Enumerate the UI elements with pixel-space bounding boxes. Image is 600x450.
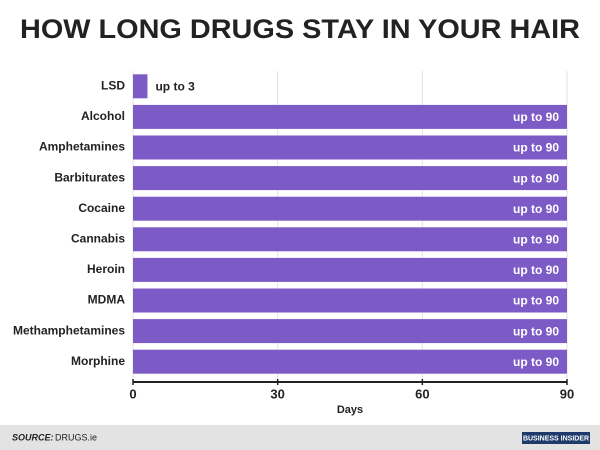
brand-box xyxy=(522,432,590,444)
y-tick-label: Morphine xyxy=(71,354,125,368)
source-label: SOURCE: xyxy=(12,432,54,442)
x-axis-label: Days xyxy=(337,404,363,416)
y-tick-label: Cannabis xyxy=(71,231,125,245)
value-label: up to 90 xyxy=(513,294,559,308)
value-label: up to 90 xyxy=(513,232,559,246)
bar xyxy=(133,135,567,160)
y-tick-label: Cocaine xyxy=(78,201,125,215)
bar xyxy=(133,74,148,99)
bar xyxy=(133,166,567,191)
bar xyxy=(133,227,567,252)
x-tick-label: 0 xyxy=(129,386,136,401)
y-tick-label: LSD xyxy=(101,78,125,92)
y-tick-label: MDMA xyxy=(88,293,126,307)
chart-title: HOW LONG DRUGS STAY IN YOUR HAIR xyxy=(20,14,580,44)
bar xyxy=(133,349,567,374)
x-tick-label: 60 xyxy=(415,386,429,401)
y-tick-label: Methamphetamines xyxy=(13,323,125,337)
bar xyxy=(133,288,567,313)
y-tick-label: Alcohol xyxy=(81,109,125,123)
y-tick-label: Amphetamines xyxy=(39,140,125,154)
value-label: up to 90 xyxy=(513,202,559,216)
value-label: up to 90 xyxy=(513,355,559,369)
value-label: up to 90 xyxy=(513,141,559,155)
y-tick-label: Heroin xyxy=(87,262,125,276)
footer-band xyxy=(0,425,600,450)
value-label: up to 90 xyxy=(513,263,559,277)
bar xyxy=(133,196,567,221)
x-tick-label: 90 xyxy=(560,386,574,401)
bar xyxy=(133,319,567,344)
y-tick-label: Barbiturates xyxy=(54,170,125,184)
value-label: up to 3 xyxy=(155,79,195,93)
value-label: up to 90 xyxy=(513,110,559,124)
value-label: up to 90 xyxy=(513,171,559,185)
bar xyxy=(133,257,567,282)
bar xyxy=(133,104,567,129)
brand: BUSINESS INSIDER xyxy=(523,435,589,442)
value-label: up to 90 xyxy=(513,324,559,338)
x-tick-label: 30 xyxy=(270,386,284,401)
source: DRUGS.ie xyxy=(55,432,97,442)
